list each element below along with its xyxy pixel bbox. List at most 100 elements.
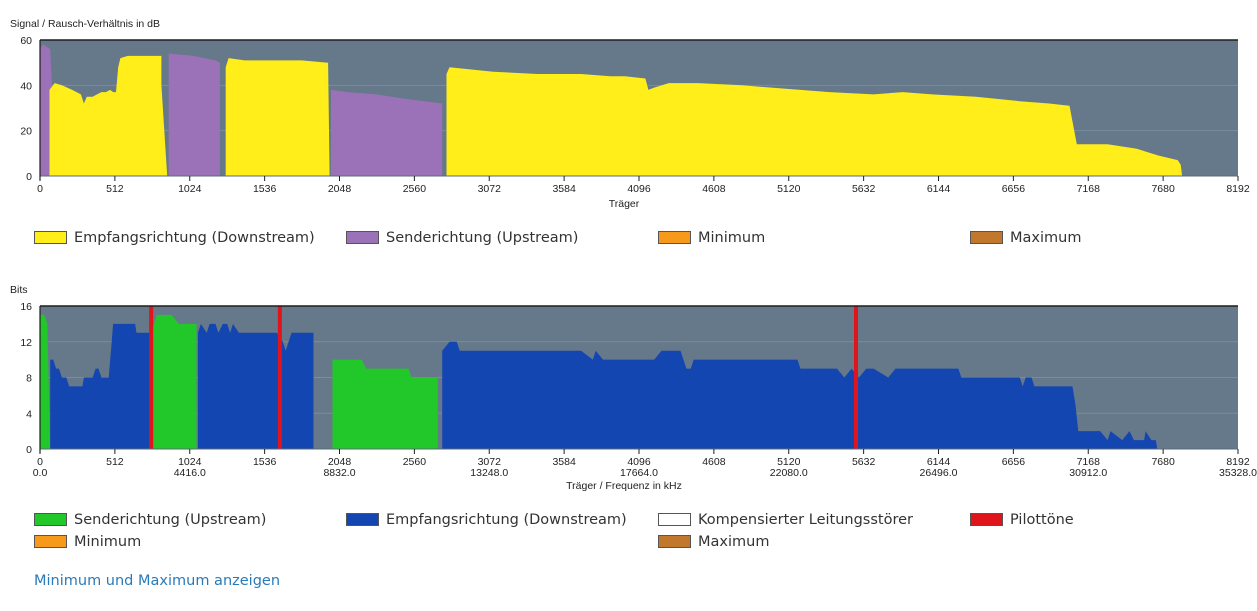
bits-x-tick-label: 2560 — [403, 456, 427, 468]
snr-x-tick-label: 1024 — [178, 183, 202, 195]
bits-pilot-tone — [149, 306, 154, 449]
bits-x-tick-label: 0 — [37, 456, 43, 468]
snr-x-tick-label: 512 — [106, 183, 124, 195]
snr-area-downstream — [49, 55, 168, 176]
bits-freq-tick-label: 26496.0 — [920, 467, 958, 479]
snr-x-tick-label: 5120 — [777, 183, 801, 195]
bits-freq-tick-label: 13248.0 — [470, 467, 508, 479]
snr-x-tick-label: 7168 — [1077, 183, 1101, 195]
snr-legend-item-minimum[interactable]: Minimum — [658, 230, 765, 246]
bits-x-tick-label: 8192 — [1226, 456, 1250, 468]
bits-freq-tick-label: 22080.0 — [770, 467, 808, 479]
snr-legend-swatch-maximum — [970, 230, 1003, 244]
bits-x-tick-label: 4096 — [627, 456, 651, 468]
bits-area-upstream — [40, 314, 51, 449]
snr-legend-swatch-upstream — [346, 230, 379, 244]
snr-legend-swatch-downstream — [34, 230, 67, 244]
bits-legend-label-pilot: Pilottöne — [1010, 512, 1074, 528]
bits-x-tick-label: 6656 — [1002, 456, 1026, 468]
bits-y-tick-label: 8 — [26, 373, 32, 385]
snr-y-tick-label: 60 — [20, 35, 32, 47]
snr-x-tick-label: 8192 — [1226, 183, 1250, 195]
bits-pilot-tone — [277, 306, 282, 449]
bits-legend-item-compensated[interactable]: Kompensierter Leitungsstörer — [658, 512, 913, 528]
snr-y-tick-label: 20 — [20, 126, 32, 138]
bits-x-tick-label: 6144 — [927, 456, 951, 468]
bits-x-tick-label: 7680 — [1151, 456, 1175, 468]
snr-x-tick-label: 5632 — [852, 183, 876, 195]
bits-legend-label-upstream: Senderichtung (Upstream) — [74, 512, 267, 528]
bits-x-tick-label: 3072 — [478, 456, 502, 468]
snr-legend-label-minimum: Minimum — [698, 230, 766, 246]
snr-area-upstream — [331, 89, 443, 176]
bits-area-downstream — [50, 323, 152, 449]
snr-y-tick-label: 0 — [26, 171, 32, 183]
snr-x-tick-label: 7680 — [1151, 183, 1175, 195]
snr-x-tick-label: 4608 — [702, 183, 726, 195]
snr-x-tick-label: 3072 — [478, 183, 502, 195]
bits-x-axis-title: Träger / Frequenz in kHz — [566, 480, 682, 492]
bits-x-tick-label: 2048 — [328, 456, 352, 468]
snr-x-axis-title: Träger — [609, 198, 640, 210]
bits-freq-tick-label: 17664.0 — [620, 467, 658, 479]
bits-x-tick-label: 7168 — [1077, 456, 1101, 468]
bits-area-upstream — [151, 314, 197, 449]
bits-y-tick-label: 12 — [20, 337, 32, 349]
snr-x-tick-label: 1536 — [253, 183, 277, 195]
bits-x-tick-label: 5120 — [777, 456, 801, 468]
bits-legend-item-minimum[interactable]: Minimum — [34, 534, 141, 550]
snr-area-downstream — [225, 58, 330, 176]
snr-x-tick-label: 4096 — [627, 183, 651, 195]
bits-legend-swatch-maximum — [658, 534, 691, 548]
bits-x-tick-label: 4608 — [702, 456, 726, 468]
bits-y-tick-label: 16 — [20, 301, 32, 313]
bits-legend-item-maximum[interactable]: Maximum — [658, 534, 769, 550]
snr-legend-item-upstream[interactable]: Senderichtung (Upstream) — [346, 230, 578, 246]
bits-y-axis-title: Bits — [10, 284, 28, 296]
bits-freq-tick-label: 4416.0 — [174, 467, 206, 479]
bits-legend-swatch-upstream — [34, 512, 67, 526]
snr-x-tick-label: 0 — [37, 183, 43, 195]
bits-legend-swatch-compensated — [658, 512, 691, 526]
bits-x-tick-label: 512 — [106, 456, 124, 468]
snr-x-tick-label: 2048 — [328, 183, 352, 195]
bits-area-upstream — [332, 359, 438, 449]
bits-freq-tick-label: 30912.0 — [1069, 467, 1107, 479]
snr-x-tick-label: 6656 — [1002, 183, 1026, 195]
bits-x-tick-label: 1024 — [178, 456, 202, 468]
bits-y-tick-label: 4 — [26, 408, 32, 420]
bits-legend-item-downstream[interactable]: Empfangsrichtung (Downstream) — [346, 512, 627, 528]
snr-legend-item-downstream[interactable]: Empfangsrichtung (Downstream) — [34, 230, 315, 246]
snr-legend-swatch-minimum — [658, 230, 691, 244]
bits-x-tick-label: 3584 — [552, 456, 576, 468]
bits-legend-swatch-minimum — [34, 534, 67, 548]
bits-legend-item-pilot[interactable]: Pilottöne — [970, 512, 1074, 528]
snr-x-tick-label: 2560 — [403, 183, 427, 195]
snr-legend-label-maximum: Maximum — [1010, 230, 1082, 246]
bits-legend-swatch-pilot — [970, 512, 1003, 526]
bits-legend-label-compensated: Kompensierter Leitungsstörer — [698, 512, 913, 528]
bits-x-tick-label: 1536 — [253, 456, 277, 468]
snr-x-tick-label: 6144 — [927, 183, 951, 195]
snr-area-upstream — [168, 53, 220, 176]
snr-legend-label-upstream: Senderichtung (Upstream) — [386, 230, 579, 246]
snr-legend-label-downstream: Empfangsrichtung (Downstream) — [74, 230, 315, 246]
bits-y-tick-label: 0 — [26, 444, 32, 456]
bits-area-downstream — [442, 341, 1158, 449]
show-min-max-link[interactable]: Minimum und Maximum anzeigen — [34, 573, 281, 589]
snr-area-downstream — [446, 67, 1183, 176]
bits-freq-tick-label: 35328.0 — [1219, 467, 1257, 479]
snr-x-tick-label: 3584 — [552, 183, 576, 195]
bits-freq-tick-label: 0.0 — [33, 467, 48, 479]
snr-y-tick-label: 40 — [20, 80, 32, 92]
bits-legend-label-maximum: Maximum — [698, 534, 770, 550]
bits-legend-item-upstream[interactable]: Senderichtung (Upstream) — [34, 512, 266, 528]
bits-area-downstream — [197, 323, 314, 449]
snr-y-axis-title: Signal / Rausch-Verhältnis in dB — [10, 18, 160, 30]
bits-pilot-tone — [854, 306, 859, 449]
bits-freq-tick-label: 8832.0 — [323, 467, 355, 479]
bits-legend-label-minimum: Minimum — [74, 534, 142, 550]
snr-legend-item-maximum[interactable]: Maximum — [970, 230, 1081, 246]
bits-legend-swatch-downstream — [346, 512, 379, 526]
